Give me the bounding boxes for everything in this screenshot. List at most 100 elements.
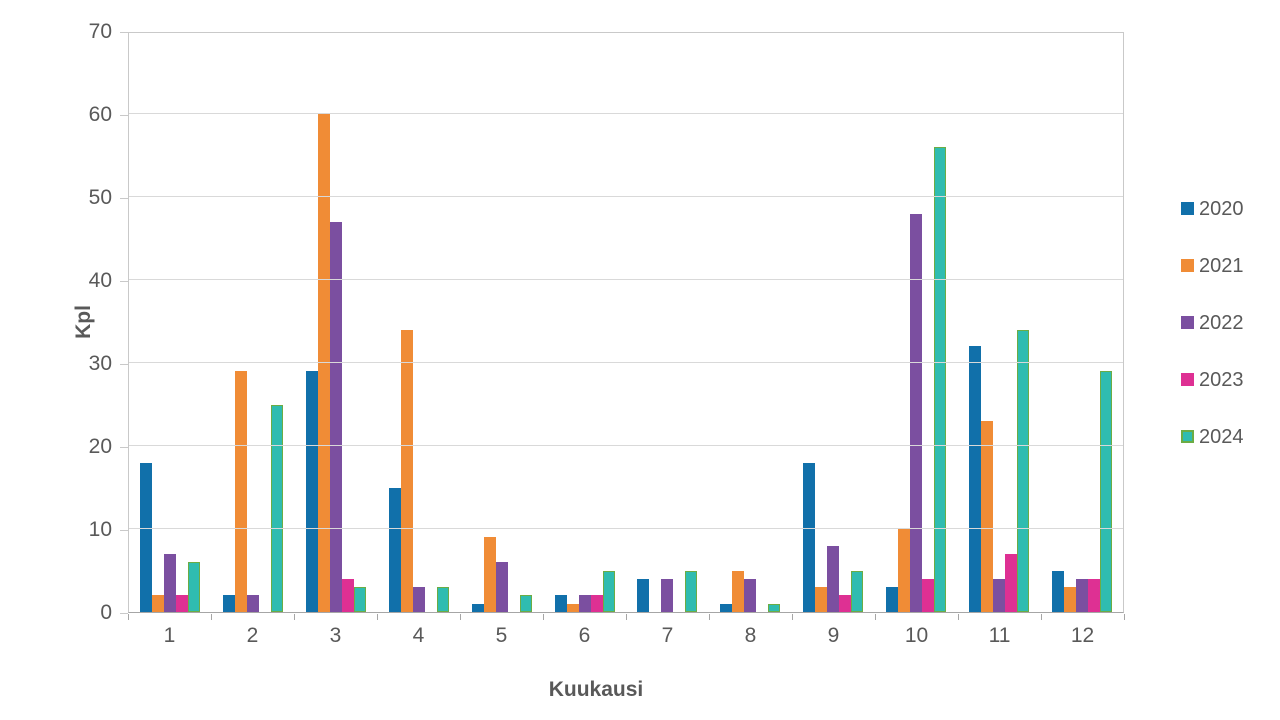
bar-2024-month-2: [271, 404, 284, 612]
legend-label-2023: 2023: [1199, 368, 1244, 391]
bar-group-month-2: [212, 33, 295, 612]
x-axis-tick: [128, 614, 129, 620]
y-axis-tick: [120, 198, 128, 199]
bar-2023-month-11: [1004, 553, 1017, 612]
gridline-50: [129, 196, 1123, 197]
y-axis-tick: [120, 613, 128, 614]
x-tick-label-4: 4: [412, 624, 425, 647]
bar-2022-month-10: [909, 213, 922, 612]
bar-2024-month-10: [933, 147, 946, 612]
legend-swatch-2022: [1181, 316, 1194, 329]
bar-2024-month-4: [436, 587, 449, 612]
x-axis-tick: [958, 614, 959, 620]
legend-swatch-2023: [1181, 373, 1194, 386]
bar-group-month-4: [377, 33, 460, 612]
bar-2024-month-11: [1016, 329, 1029, 612]
bar-2022-month-6: [578, 595, 591, 612]
bar-2020-month-1: [140, 462, 153, 612]
bar-2020-month-7: [637, 578, 650, 612]
bar-2020-month-3: [306, 371, 319, 612]
legend-label-2021: 2021: [1199, 254, 1244, 277]
bar-2020-month-10: [885, 587, 898, 612]
bar-2023-month-9: [839, 595, 852, 612]
bar-2023-month-1: [176, 595, 189, 612]
y-axis-tick: [120, 32, 128, 33]
bar-group-month-5: [460, 33, 543, 612]
bar-2023-month-12: [1087, 578, 1100, 612]
bar-2021-month-11: [980, 421, 993, 612]
x-axis-tick: [460, 614, 461, 620]
bar-2021-month-2: [235, 371, 248, 612]
bar-2023-month-6: [590, 595, 603, 612]
x-axis-tick: [792, 614, 793, 620]
legend-label-2024: 2024: [1199, 425, 1244, 448]
bar-2022-month-11: [992, 578, 1005, 612]
bar-2021-month-4: [400, 329, 413, 612]
bar-2022-month-7: [661, 578, 674, 612]
y-tick-label-60: 60: [88, 103, 112, 127]
x-tick-label-6: 6: [578, 624, 591, 647]
legend-entry-2024: 2024: [1181, 408, 1244, 465]
x-axis-tick: [709, 614, 710, 620]
bar-group-month-12: [1040, 33, 1123, 612]
bar-group-month-7: [626, 33, 709, 612]
legend-entry-2022: 2022: [1181, 294, 1244, 351]
bar-2024-month-3: [354, 587, 367, 612]
gridline-10: [129, 528, 1123, 529]
x-tick-label-12: 12: [1070, 624, 1095, 647]
bar-2020-month-6: [554, 595, 567, 612]
x-axis-tick: [875, 614, 876, 620]
bar-group-month-6: [543, 33, 626, 612]
plot-area: [128, 32, 1124, 613]
bar-2024-month-12: [1099, 371, 1112, 612]
y-tick-label-30: 30: [88, 352, 112, 376]
bar-2021-month-1: [152, 595, 165, 612]
y-tick-label-50: 50: [88, 186, 112, 210]
x-tick-label-8: 8: [744, 624, 757, 647]
y-axis-tick: [120, 447, 128, 448]
bar-2021-month-5: [483, 537, 496, 612]
bar-group-month-3: [295, 33, 378, 612]
x-tick-label-9: 9: [827, 624, 840, 647]
legend-swatch-2020: [1181, 202, 1194, 215]
bar-2021-month-12: [1063, 587, 1076, 612]
bar-2023-month-10: [921, 578, 934, 612]
bar-2020-month-11: [968, 346, 981, 612]
x-axis-tick: [377, 614, 378, 620]
y-axis-tick: [120, 115, 128, 116]
gridline-30: [129, 362, 1123, 363]
bar-2023-month-3: [342, 578, 355, 612]
gridline-60: [129, 113, 1123, 114]
x-axis-tick: [1041, 614, 1042, 620]
gridline-40: [129, 279, 1123, 280]
gridline-20: [129, 445, 1123, 446]
x-tick-label-1: 1: [163, 624, 176, 647]
x-axis-tick: [543, 614, 544, 620]
bar-2020-month-5: [471, 603, 484, 612]
x-tick-label-5: 5: [495, 624, 508, 647]
legend-label-2022: 2022: [1199, 311, 1244, 334]
y-axis-tick: [120, 281, 128, 282]
y-tick-label-70: 70: [88, 20, 112, 44]
bar-2024-month-7: [685, 570, 698, 612]
x-axis-tick: [626, 614, 627, 620]
legend-entry-2023: 2023: [1181, 351, 1244, 408]
bar-2020-month-12: [1051, 570, 1064, 612]
legend-entry-2020: 2020: [1181, 180, 1244, 237]
y-tick-label-0: 0: [100, 601, 112, 625]
bar-2022-month-4: [412, 587, 425, 612]
bar-2021-month-3: [318, 114, 331, 612]
x-axis-title: Kuukausi: [548, 678, 644, 701]
legend: 2020 2021 2022 2023 2024: [1181, 180, 1244, 465]
bar-group-month-8: [709, 33, 792, 612]
y-tick-label-40: 40: [88, 269, 112, 293]
bar-2021-month-10: [897, 529, 910, 612]
bar-2024-month-6: [602, 570, 615, 612]
x-tick-label-10: 10: [904, 624, 929, 647]
x-tick-label-2: 2: [246, 624, 259, 647]
bar-2020-month-4: [388, 487, 401, 612]
y-axis-title: Kpl: [72, 305, 95, 339]
bar-2021-month-8: [732, 570, 745, 612]
bar-2022-month-8: [744, 578, 757, 612]
